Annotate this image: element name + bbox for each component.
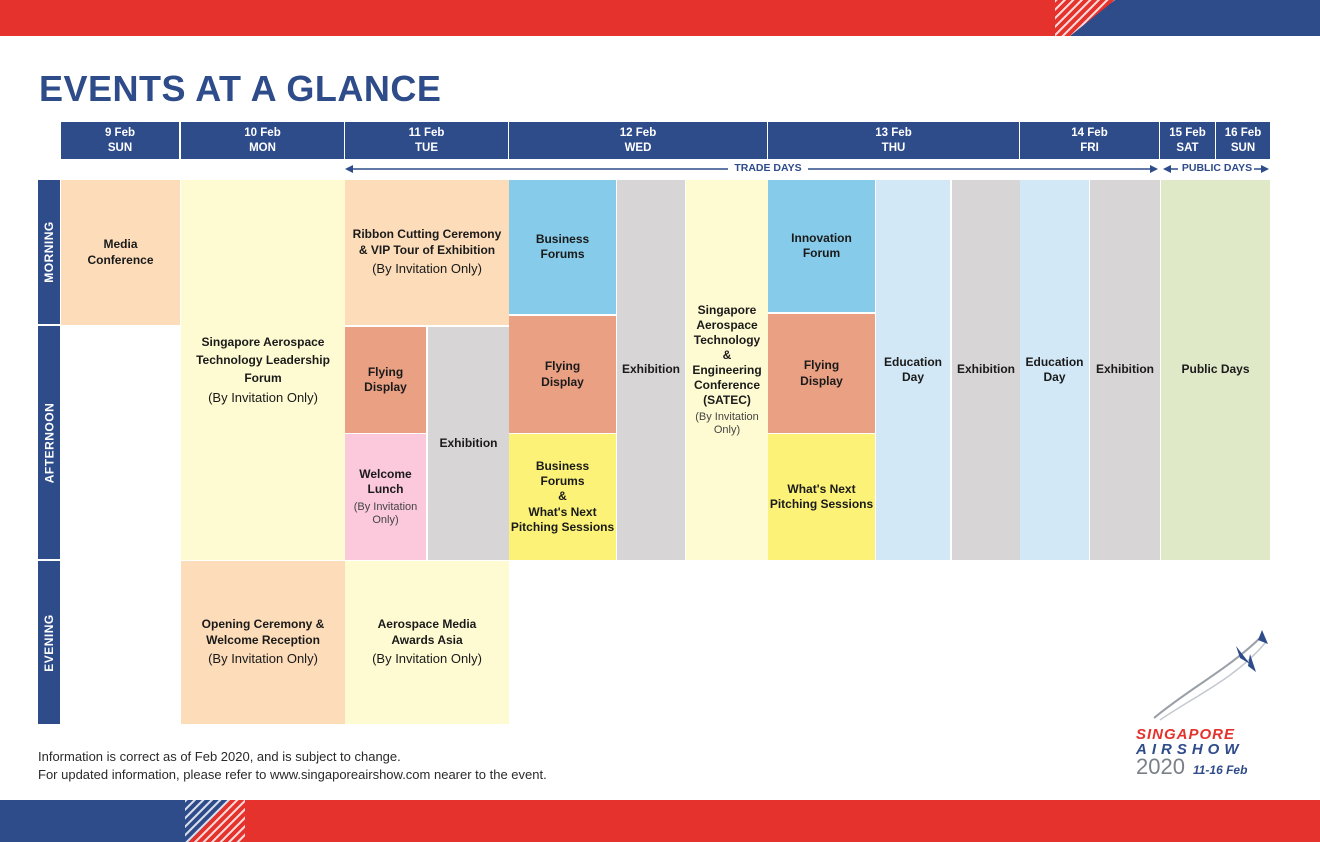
event-education-day-fri: Education Day (1020, 180, 1089, 560)
event-exhibition-wed: Exhibition (617, 180, 685, 560)
event-welcome-lunch: Welcome Lunch (By Invitation Only) (345, 434, 426, 560)
event-exhibition-thu: Exhibition (952, 180, 1020, 560)
event-media-conference: Media Conference (61, 180, 180, 325)
event-education-day-thu: Education Day (876, 180, 950, 560)
event-business-forums-wed: Business Forums (509, 180, 616, 314)
event-exhibition-fri: Exhibition (1090, 180, 1160, 560)
event-public-days: Public Days (1161, 180, 1270, 560)
event-exhibition-tue: Exhibition (428, 327, 509, 560)
event-flying-display-wed: Flying Display (509, 316, 616, 433)
range-arrows (345, 165, 1269, 173)
event-media-awards: Aerospace Media Awards Asia (By Invitati… (345, 561, 509, 724)
day-header-13feb: 13 Feb THU (768, 122, 1020, 159)
page-title: EVENTS AT A GLANCE (39, 68, 442, 109)
airshow-jet-icon (1153, 630, 1268, 721)
trade-days-label: TRADE DAYS (734, 162, 802, 174)
event-flying-display-thu: Flying Display (768, 314, 875, 433)
event-pitching-thu: What's Next Pitching Sessions (768, 434, 875, 560)
event-leadership-forum: Singapore Aerospace Technology Leadershi… (181, 180, 345, 560)
day-header-9feb: 9 Feb SUN (61, 122, 180, 159)
event-ribbon-cutting: Ribbon Cutting Ceremony & VIP Tour of Ex… (345, 180, 509, 325)
day-header-15feb: 15 Feb SAT (1160, 122, 1216, 159)
day-header-11feb: 11 Feb TUE (345, 122, 509, 159)
bottom-banner (0, 800, 1320, 842)
day-header-10feb: 10 Feb MON (181, 122, 345, 159)
event-flying-display-tue: Flying Display (345, 327, 426, 433)
session-morning: MORNING (38, 180, 60, 325)
event-opening-ceremony: Opening Ceremony & Welcome Reception (By… (181, 561, 345, 724)
event-satec: Singapore Aerospace Technology & Enginee… (686, 180, 768, 560)
top-banner (0, 0, 1320, 36)
day-header-14feb: 14 Feb FRI (1020, 122, 1160, 159)
session-afternoon: AFTERNOON (38, 326, 60, 560)
event-innovation-forum: Innovation Forum (768, 180, 875, 312)
day-header-16feb: 16 Feb SUN (1216, 122, 1270, 159)
footer-note: Information is correct as of Feb 2020, a… (38, 749, 547, 782)
public-days-label: PUBLIC DAYS (1181, 162, 1253, 174)
day-header-12feb: 12 Feb WED (509, 122, 768, 159)
event-pitching-wed: Business Forums & What's Next Pitching S… (509, 434, 616, 560)
session-evening: EVENING (38, 561, 60, 724)
airshow-logo: SINGAPORE AIRSHOW 2020 11-16 Feb (1136, 726, 1248, 779)
